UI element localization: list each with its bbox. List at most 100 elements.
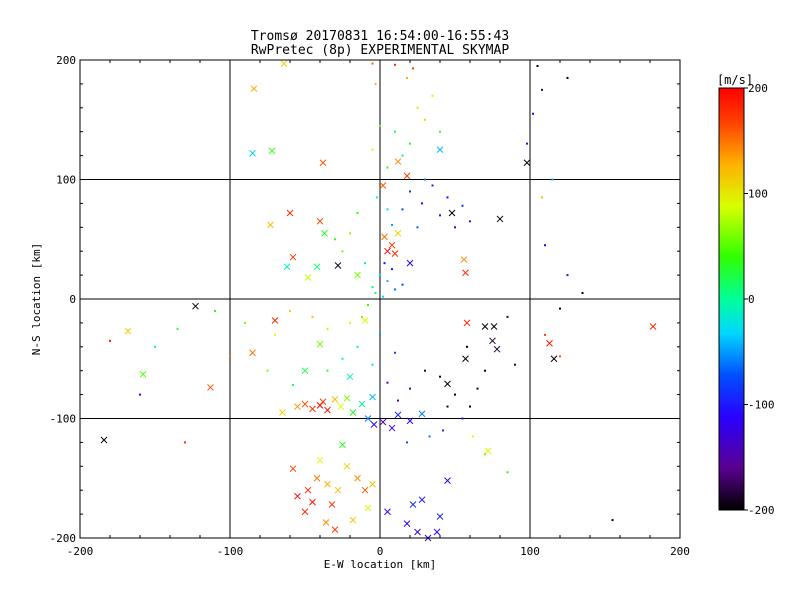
y-tick-label: 200: [56, 54, 76, 67]
x-marker-point: [301, 400, 309, 408]
x-marker-point: [313, 263, 321, 271]
x-marker-stroke: [313, 263, 321, 271]
x-marker-stroke: [322, 519, 330, 526]
x-marker-stroke: [289, 253, 297, 261]
x-marker-point: [523, 159, 531, 167]
dot-marker-point: [341, 357, 344, 360]
dot-marker-point: [541, 196, 543, 199]
x-marker-stroke: [309, 498, 316, 506]
dot-marker-point: [472, 435, 474, 438]
x-marker-stroke: [349, 409, 357, 416]
dot-marker-point: [446, 405, 449, 408]
x-marker-point: [286, 209, 294, 217]
x-marker-stroke: [313, 474, 321, 482]
x-marker-point: [267, 221, 274, 229]
dot-marker-point: [244, 321, 246, 324]
dot-marker-point: [356, 345, 359, 348]
dot-marker-point: [559, 307, 561, 310]
x-marker-stroke: [379, 418, 387, 426]
x-marker-stroke: [369, 480, 376, 488]
x-marker-stroke: [280, 60, 288, 67]
x-marker-point: [403, 172, 411, 180]
x-marker-point: [280, 60, 288, 67]
dot-marker-point: [506, 315, 509, 318]
x-marker-point: [418, 410, 426, 418]
x-marker-stroke: [394, 229, 402, 237]
x-marker-point: [271, 317, 279, 324]
x-marker-stroke: [334, 262, 342, 269]
x-marker-point: [550, 355, 558, 363]
x-marker-stroke: [406, 417, 414, 425]
x-marker-point: [354, 271, 361, 279]
x-marker-point: [334, 486, 342, 494]
chart-title: Tromsø 20170831 16:54:00-16:55:43: [251, 29, 509, 44]
dot-marker-point: [391, 268, 393, 271]
dot-marker-point: [109, 339, 111, 342]
x-marker-point: [349, 409, 357, 416]
y-tick-label: -200: [50, 532, 77, 545]
x-marker-stroke: [550, 355, 558, 363]
x-marker-point: [316, 341, 324, 348]
x-marker-point: [496, 215, 504, 223]
x-marker-stroke: [391, 250, 399, 257]
x-marker-point: [349, 516, 357, 524]
dot-marker-point: [439, 375, 441, 378]
x-marker-stroke: [309, 405, 316, 413]
x-marker-point: [279, 409, 286, 416]
x-marker-point: [343, 462, 351, 470]
x-marker-stroke: [207, 384, 214, 391]
colorbar-tick-label: -200: [748, 504, 775, 517]
colorbar-label: [m/s]: [717, 73, 753, 87]
colorbar-ticks: 200 100 0 -100 -200: [744, 82, 775, 517]
x-marker-stroke: [523, 159, 531, 167]
dot-marker-point: [391, 223, 393, 226]
dot-marker-point: [424, 178, 426, 181]
x-marker-stroke: [418, 410, 426, 418]
dot-marker-point: [383, 262, 386, 265]
colorbar-tick-label: -100: [748, 399, 775, 412]
dot-marker-point: [361, 315, 363, 318]
x-marker-stroke: [301, 508, 309, 516]
dot-marker-point: [379, 333, 381, 336]
dot-marker-point: [566, 76, 569, 79]
x-marker-stroke: [462, 355, 469, 363]
dot-marker-point: [409, 190, 411, 193]
x-marker-stroke: [436, 146, 444, 153]
x-marker-point: [346, 373, 354, 381]
x-marker-stroke: [343, 394, 351, 402]
x-marker-stroke: [418, 496, 426, 504]
x-marker-point: [384, 247, 391, 255]
x-marker-stroke: [100, 436, 108, 444]
x-marker-stroke: [394, 411, 402, 419]
x-marker-stroke: [462, 269, 469, 277]
x-marker-stroke: [346, 373, 354, 381]
x-marker-point: [294, 492, 301, 500]
x-marker-point: [192, 302, 199, 310]
x-marker-stroke: [316, 217, 324, 225]
x-marker-point: [334, 262, 342, 269]
dot-marker-point: [611, 519, 614, 522]
dot-marker-point: [454, 393, 456, 396]
x-marker-stroke: [283, 263, 291, 271]
x-marker-stroke: [271, 317, 279, 324]
x-tick-label: 100: [520, 545, 540, 558]
dot-marker-point: [401, 283, 404, 286]
x-marker-stroke: [493, 345, 501, 353]
x-marker-stroke: [250, 85, 258, 93]
dot-marker-point: [266, 369, 269, 372]
x-marker-point: [406, 259, 414, 267]
x-marker-point: [337, 403, 345, 410]
x-marker-point: [414, 528, 421, 536]
x-marker-stroke: [484, 447, 492, 455]
dot-marker-point: [379, 274, 381, 277]
x-marker-stroke: [301, 367, 309, 375]
x-marker-point: [249, 349, 256, 357]
x-marker-stroke: [339, 441, 346, 449]
dot-marker-point: [386, 208, 389, 211]
x-marker-stroke: [444, 380, 451, 388]
dot-marker-point: [461, 204, 464, 207]
x-axis-label: E-W location [km]: [324, 558, 437, 571]
x-marker-point: [361, 317, 369, 324]
x-marker-stroke: [324, 406, 331, 414]
dot-marker-point: [421, 202, 423, 205]
